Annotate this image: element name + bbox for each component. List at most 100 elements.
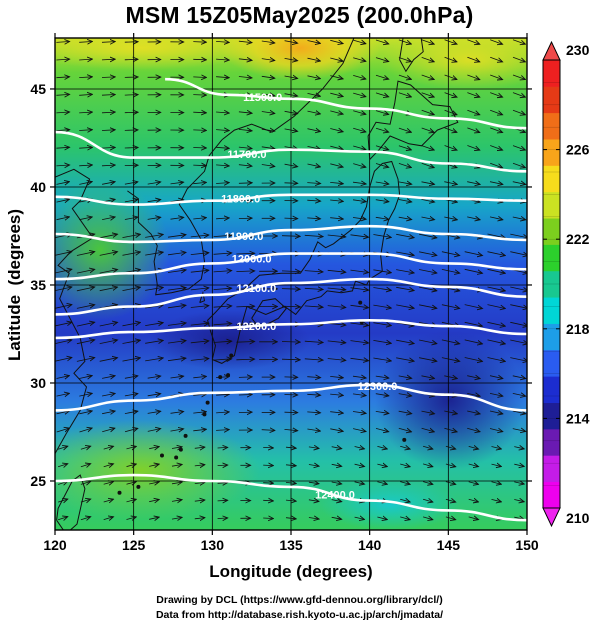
wind-vector [147,200,161,202]
cold-core [375,330,525,470]
wind-vector [375,74,389,79]
wind-vector [56,199,70,202]
wind-vector [56,42,69,43]
wind-vector [261,59,275,61]
wind-vector [193,412,206,413]
wind-vector [56,376,70,379]
wind-vector [308,500,319,502]
wind-vector [350,270,369,272]
wind-vector [193,112,206,113]
colorbar-segment [543,402,560,430]
wind-vector [101,77,115,78]
wind-vector [261,430,275,431]
wind-vector [194,465,205,466]
wind-vector [468,482,479,485]
wind-vector [445,499,456,502]
wind-vector [167,252,186,254]
wind-vector [464,251,483,256]
wind-vector [167,288,186,290]
wind-vector [56,147,69,148]
wind-vector [57,517,68,520]
wind-vector [510,304,527,309]
wind-vector [421,182,435,185]
wind-vector [236,306,254,307]
wind-vector [398,411,412,413]
wind-vector [375,376,389,378]
coastline [367,80,459,160]
wind-vector [79,94,92,95]
wind-vector [330,40,343,43]
wind-vector [101,59,115,60]
colorbar-segment [543,323,560,351]
wind-vector [55,287,72,292]
wind-vector [170,412,184,414]
wind-vector [422,464,433,467]
wind-vector [193,148,206,149]
wind-vector [467,182,480,185]
wind-vector [263,447,273,448]
wind-vector [352,412,366,414]
wind-vector [441,357,460,362]
wind-vector [512,162,525,167]
wind-vector [101,42,115,43]
wind-vector [398,376,412,378]
colorbar-segment [543,349,560,377]
wind-vector [193,218,206,219]
weather-map: 11500.0 11700.0 11800.0 11900.0 12000.0 12100… [5,33,590,581]
wind-vector [190,306,209,308]
height-contour [55,130,527,173]
wind-vector [467,39,479,45]
x-tick-label: 140 [358,537,382,553]
wind-vector [76,358,95,362]
wind-vector [79,182,92,185]
wind-vector [421,57,434,61]
x-axis-title: Longitude (degrees) [209,562,372,581]
wind-vector [512,393,526,396]
wind-vector [284,58,298,60]
wind-vector [56,411,70,414]
wind-vector [467,109,479,115]
wind-vector [373,323,391,326]
colorbar-tick-label: 214 [566,410,590,426]
wind-vector [76,340,95,345]
y-axis-title: Latitude (degrees) [5,209,24,361]
wind-vector [330,58,343,61]
wind-vector [217,465,228,466]
wind-vector [491,447,502,449]
wind-vector [510,286,527,291]
wind-vector [421,74,434,79]
wind-vector [467,127,479,132]
colorbar-tick-label: 222 [566,231,590,247]
wind-vector [444,127,457,132]
wind-vector [79,411,92,414]
wind-vector [307,58,321,61]
wind-vector [55,322,72,327]
wind-vector [422,499,433,502]
wind-vector [124,42,138,43]
island [178,447,183,452]
wind-vector [353,429,366,432]
wind-vector [79,393,92,396]
x-tick-label: 145 [437,537,461,553]
wind-vector [145,252,163,255]
wind-vector [512,429,526,432]
wind-vector [170,429,184,431]
wind-vector [441,251,460,256]
y-tick-label: 40 [30,179,46,195]
contour-label: 12400.0 [315,490,355,502]
wind-vector [421,376,435,379]
wind-vector [308,465,319,467]
wind-vector [170,376,184,378]
island [159,453,164,458]
wind-vector [124,59,138,60]
wind-vector [487,233,506,238]
wind-vector [284,429,298,430]
wind-vector [467,92,479,98]
wind-vector [490,39,502,45]
wind-vector [238,395,252,396]
wind-vector [193,42,206,43]
colorbar-min-arrow [542,507,561,528]
wind-vector [124,95,138,96]
wind-vector [80,464,91,467]
wind-vector [377,517,387,520]
